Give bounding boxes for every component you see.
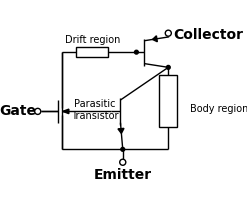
Circle shape bbox=[135, 50, 138, 54]
Text: Gate: Gate bbox=[0, 104, 36, 118]
Text: Collector: Collector bbox=[173, 28, 243, 42]
Text: Parasitic
Transistor: Parasitic Transistor bbox=[71, 99, 118, 121]
Circle shape bbox=[121, 147, 125, 151]
Text: Drift region: Drift region bbox=[65, 34, 120, 45]
Polygon shape bbox=[63, 109, 69, 114]
Text: Emitter: Emitter bbox=[94, 168, 152, 182]
Circle shape bbox=[120, 159, 126, 165]
Text: Body region: Body region bbox=[189, 104, 247, 114]
Circle shape bbox=[35, 108, 41, 114]
Bar bbox=[76, 47, 108, 58]
Bar bbox=[159, 75, 177, 126]
Circle shape bbox=[166, 65, 170, 69]
Circle shape bbox=[165, 30, 171, 36]
Polygon shape bbox=[152, 36, 157, 42]
Polygon shape bbox=[118, 128, 124, 133]
